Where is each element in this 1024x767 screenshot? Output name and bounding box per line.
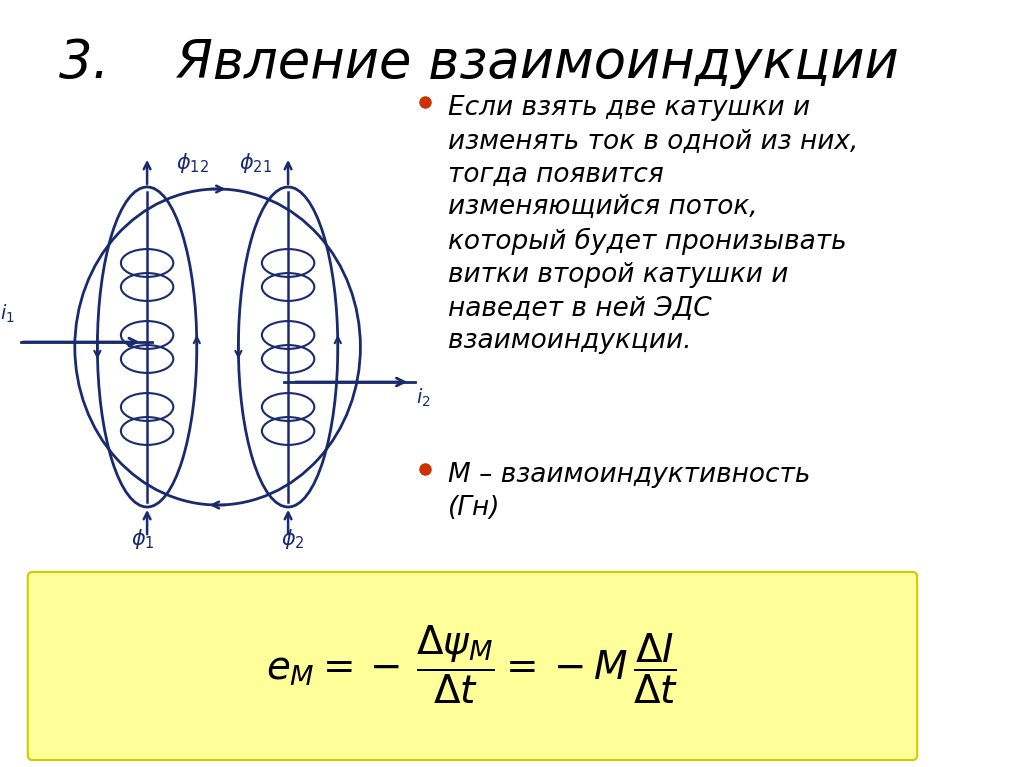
Text: 3.    Явление взаимоиндукции: 3. Явление взаимоиндукции bbox=[59, 37, 899, 89]
Text: М – взаимоиндуктивность
(Гн): М – взаимоиндуктивность (Гн) bbox=[449, 462, 810, 521]
Text: $\phi_{12}$: $\phi_{12}$ bbox=[176, 151, 209, 175]
Text: $i_1$: $i_1$ bbox=[0, 303, 14, 325]
Text: $\phi_1$: $\phi_1$ bbox=[131, 527, 155, 551]
Text: $\phi_2$: $\phi_2$ bbox=[281, 527, 304, 551]
FancyBboxPatch shape bbox=[3, 0, 941, 767]
Text: $\phi_{21}$: $\phi_{21}$ bbox=[239, 151, 272, 175]
Text: Если взять две катушки и
изменять ток в одной из них,
тогда появится
изменяющийс: Если взять две катушки и изменять ток в … bbox=[449, 95, 858, 354]
FancyBboxPatch shape bbox=[28, 572, 918, 760]
Text: $e_{\mathit{M}} = -\,\dfrac{\Delta\psi_{\mathit{M}}}{\Delta t} = -M\,\dfrac{\Del: $e_{\mathit{M}} = -\,\dfrac{\Delta\psi_{… bbox=[266, 624, 679, 706]
Text: $i_2$: $i_2$ bbox=[417, 387, 431, 410]
